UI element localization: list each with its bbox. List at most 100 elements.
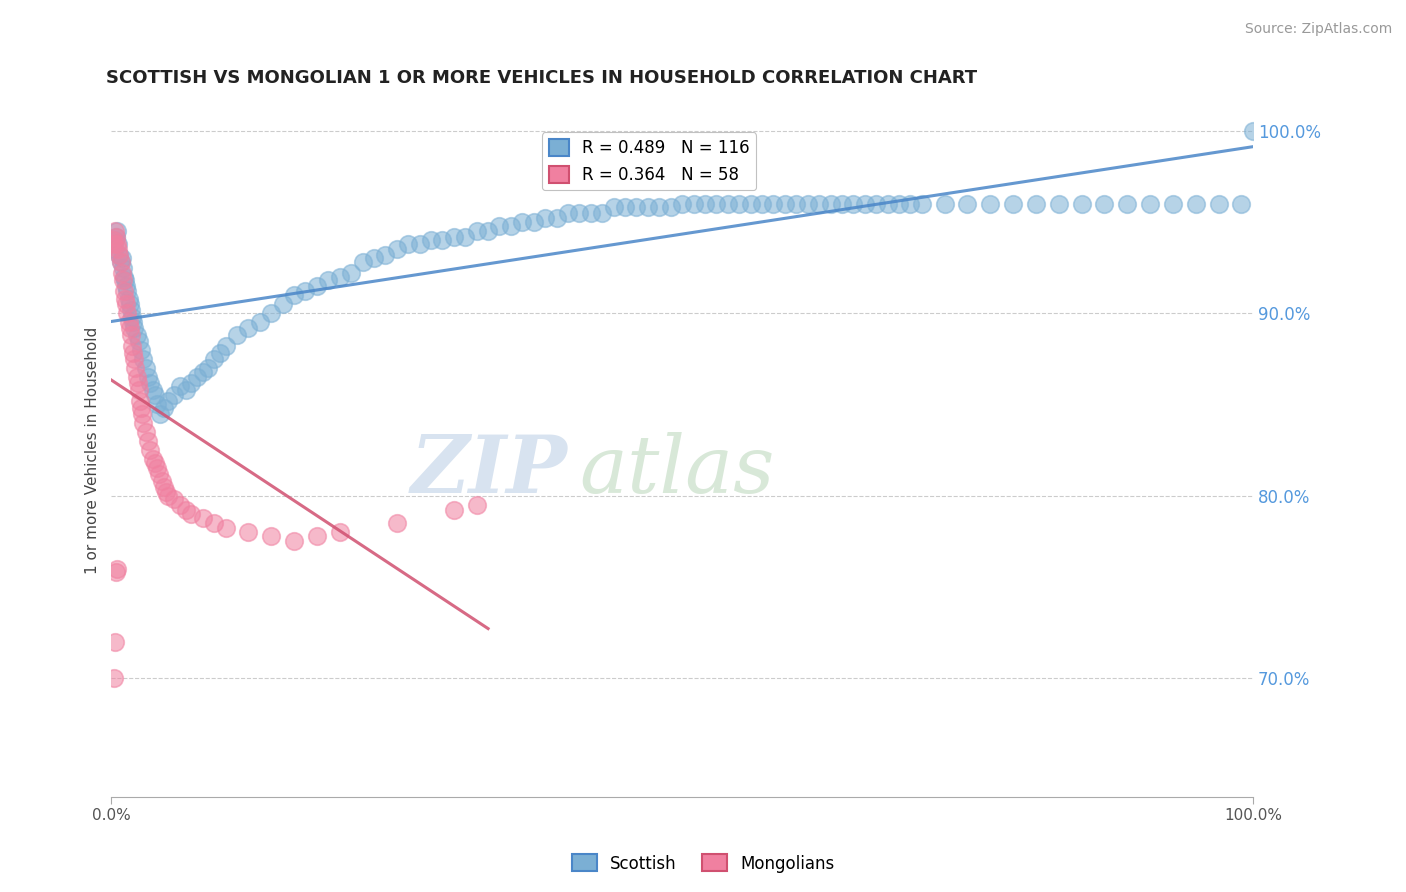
Point <box>121 310 143 324</box>
Point <box>143 388 166 402</box>
Point <box>271 297 294 311</box>
Point <box>202 351 225 366</box>
Point <box>1161 196 1184 211</box>
Point <box>226 328 249 343</box>
Point <box>1241 124 1264 138</box>
Point <box>773 196 796 211</box>
Point <box>316 273 339 287</box>
Point <box>465 498 488 512</box>
Point <box>534 211 557 226</box>
Point <box>111 273 134 287</box>
Point <box>465 224 488 238</box>
Point <box>283 288 305 302</box>
Point <box>122 320 145 334</box>
Point <box>579 206 602 220</box>
Point <box>1139 196 1161 211</box>
Point <box>117 306 139 320</box>
Point <box>122 346 145 360</box>
Point <box>363 252 385 266</box>
Point <box>510 215 533 229</box>
Point <box>155 485 177 500</box>
Point <box>146 397 169 411</box>
Point <box>385 243 408 257</box>
Point <box>488 219 510 233</box>
Point <box>105 561 128 575</box>
Point <box>443 229 465 244</box>
Point <box>876 196 898 211</box>
Point <box>208 346 231 360</box>
Point <box>853 196 876 211</box>
Point <box>443 503 465 517</box>
Point <box>186 370 208 384</box>
Point <box>352 255 374 269</box>
Point <box>340 266 363 280</box>
Point <box>602 200 624 214</box>
Point <box>124 360 146 375</box>
Point <box>432 233 454 247</box>
Point <box>1116 196 1139 211</box>
Point <box>150 474 173 488</box>
Point <box>141 452 163 467</box>
Point <box>169 498 191 512</box>
Y-axis label: 1 or more Vehicles in Household: 1 or more Vehicles in Household <box>86 326 100 574</box>
Point <box>740 196 762 211</box>
Point <box>591 206 613 220</box>
Point <box>112 269 135 284</box>
Point <box>499 219 522 233</box>
Point <box>979 196 1001 211</box>
Point <box>139 442 162 457</box>
Point <box>408 236 430 251</box>
Point <box>1208 196 1230 211</box>
Point <box>214 339 236 353</box>
Point <box>180 376 202 390</box>
Point <box>111 266 134 280</box>
Point <box>101 233 124 247</box>
Point <box>1025 196 1047 211</box>
Point <box>127 376 149 390</box>
Point <box>477 224 499 238</box>
Legend: R = 0.489   N = 116, R = 0.364   N = 58: R = 0.489 N = 116, R = 0.364 N = 58 <box>543 133 756 191</box>
Point <box>260 306 283 320</box>
Point <box>174 503 197 517</box>
Point <box>114 273 136 287</box>
Text: SCOTTISH VS MONGOLIAN 1 OR MORE VEHICLES IN HOUSEHOLD CORRELATION CHART: SCOTTISH VS MONGOLIAN 1 OR MORE VEHICLES… <box>105 69 977 87</box>
Point <box>648 200 671 214</box>
Point <box>796 196 818 211</box>
Point <box>110 255 132 269</box>
Point <box>163 388 186 402</box>
Point <box>111 260 134 275</box>
Legend: Scottish, Mongolians: Scottish, Mongolians <box>565 847 841 880</box>
Point <box>283 534 305 549</box>
Point <box>169 379 191 393</box>
Point <box>117 285 139 299</box>
Point <box>105 224 128 238</box>
Point <box>454 229 477 244</box>
Point <box>626 200 648 214</box>
Point <box>103 236 125 251</box>
Point <box>934 196 956 211</box>
Point <box>139 376 162 390</box>
Point <box>153 479 176 493</box>
Point <box>191 365 214 379</box>
Point <box>202 516 225 530</box>
Point <box>148 467 170 481</box>
Point <box>122 351 145 366</box>
Point <box>706 196 728 211</box>
Point <box>117 292 139 306</box>
Point <box>1230 196 1253 211</box>
Point <box>110 255 132 269</box>
Point <box>157 489 180 503</box>
Point <box>174 383 197 397</box>
Point <box>762 196 785 211</box>
Point <box>191 510 214 524</box>
Text: ZIP: ZIP <box>411 432 568 509</box>
Point <box>197 360 219 375</box>
Point <box>637 200 659 214</box>
Point <box>129 393 152 408</box>
Point <box>128 334 150 348</box>
Point <box>214 521 236 535</box>
Point <box>135 425 157 439</box>
Point <box>104 634 127 648</box>
Point <box>122 315 145 329</box>
Point <box>808 196 831 211</box>
